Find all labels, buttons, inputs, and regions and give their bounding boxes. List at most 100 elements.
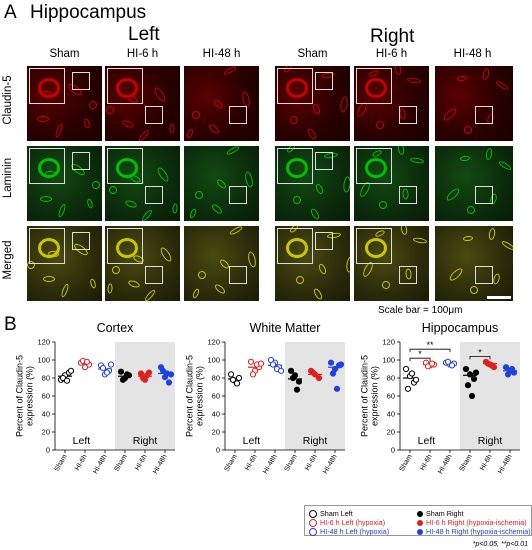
y-axis-label: Percent of Claudin-5expression (%) bbox=[359, 355, 379, 437]
vessel bbox=[500, 239, 513, 252]
data-point bbox=[103, 369, 111, 376]
data-point bbox=[408, 370, 416, 377]
data-point bbox=[333, 385, 341, 392]
y-tick-label: 20 bbox=[42, 428, 50, 437]
zoom-box bbox=[399, 186, 417, 204]
zoom-box bbox=[315, 232, 333, 250]
micrograph-laminin bbox=[184, 146, 259, 221]
vessel bbox=[374, 119, 386, 131]
y-tick-label: 60 bbox=[387, 392, 395, 401]
y-tick-label: 20 bbox=[387, 428, 395, 437]
micrograph-claudin bbox=[27, 66, 102, 141]
data-point bbox=[247, 358, 255, 365]
data-point bbox=[448, 362, 456, 369]
x-tick-label: HI-6h bbox=[74, 453, 89, 471]
vessel bbox=[121, 119, 135, 129]
data-point bbox=[233, 380, 241, 387]
micrograph-merged bbox=[184, 226, 259, 301]
vessel bbox=[317, 262, 328, 276]
x-tick-label: Sham bbox=[459, 453, 474, 472]
condition-label: HI-6 h bbox=[375, 48, 408, 60]
group-label-left: Left bbox=[243, 435, 261, 447]
micrograph-laminin bbox=[27, 146, 102, 221]
y-tick-label: 0 bbox=[391, 446, 395, 455]
vessel bbox=[286, 158, 308, 178]
vessel bbox=[246, 250, 258, 269]
y-tick-label: 20 bbox=[212, 428, 220, 437]
x-tick-label: HI-48h bbox=[92, 453, 109, 475]
y-tick-label: 120 bbox=[37, 338, 50, 347]
vessel bbox=[116, 158, 138, 178]
data-point bbox=[165, 379, 173, 386]
vessel bbox=[406, 76, 422, 85]
panel-a-title: Hippocampus bbox=[30, 2, 147, 23]
left-hemisphere-label: Left bbox=[128, 24, 160, 45]
vessel bbox=[37, 116, 49, 122]
data-point bbox=[315, 374, 323, 382]
y-tick-label: 40 bbox=[42, 410, 50, 419]
vessel bbox=[40, 196, 52, 202]
data-point bbox=[289, 374, 297, 382]
vessel bbox=[127, 279, 141, 289]
legend-item: HI-6 h Left (hypoxia) bbox=[309, 518, 385, 528]
right-hemisphere-label: Right bbox=[370, 26, 415, 47]
legend: Sham Left Sham Right HI-6 h Left (hypoxi… bbox=[304, 505, 532, 537]
y-tick-label: 0 bbox=[216, 446, 220, 455]
inset-frame bbox=[356, 68, 392, 104]
vessel bbox=[225, 146, 241, 157]
legend-item: HI-48 h Left (hypoxia) bbox=[309, 527, 389, 537]
data-point bbox=[329, 370, 337, 377]
data-point bbox=[235, 374, 243, 382]
vessel bbox=[38, 238, 60, 258]
x-tick-label: HI-48h bbox=[437, 453, 454, 475]
x-tick-label: HI-6h bbox=[244, 453, 259, 471]
vessel bbox=[215, 177, 228, 191]
zoom-box bbox=[475, 266, 493, 284]
vessel bbox=[365, 158, 387, 178]
micrograph-laminin bbox=[275, 146, 350, 221]
y-tick-label: 40 bbox=[387, 410, 395, 419]
inset-frame bbox=[277, 148, 313, 184]
vessel bbox=[86, 198, 94, 209]
micrograph-claudin bbox=[275, 66, 350, 141]
x-tick-label: Sham bbox=[284, 453, 299, 472]
vessel bbox=[397, 146, 405, 156]
chart-title: Hippocampus bbox=[422, 321, 498, 335]
vessel bbox=[345, 256, 350, 273]
vessel bbox=[137, 128, 151, 141]
vessel bbox=[54, 123, 64, 138]
data-point bbox=[402, 365, 410, 373]
vessel bbox=[38, 158, 60, 178]
vessel bbox=[314, 182, 325, 196]
data-point bbox=[466, 371, 474, 378]
micrograph-claudin bbox=[435, 66, 513, 141]
data-point bbox=[83, 358, 91, 365]
vessel bbox=[169, 123, 175, 134]
legend-label: Sham Left bbox=[320, 509, 353, 518]
vessel bbox=[412, 236, 428, 245]
y-axis-label-line: expression (%) bbox=[25, 366, 35, 426]
data-point bbox=[227, 371, 235, 378]
scale-bar-label: Scale bar = 100μm bbox=[378, 305, 463, 316]
inset-frame bbox=[356, 228, 392, 264]
vessel bbox=[492, 272, 501, 286]
y-tick-label: 100 bbox=[37, 356, 50, 365]
vessel bbox=[191, 287, 201, 300]
row-label-merged: Merged bbox=[2, 240, 14, 280]
data-point bbox=[472, 369, 480, 376]
vessel bbox=[441, 106, 459, 123]
vessel bbox=[394, 66, 402, 76]
vessel bbox=[43, 276, 55, 282]
zoom-box bbox=[475, 106, 493, 124]
legend-item: HI-48 h Right (hypoxia-ischemia) bbox=[417, 527, 531, 536]
micrograph-claudin bbox=[105, 66, 180, 141]
x-tick-label: HI-48h bbox=[152, 453, 169, 475]
legend-item: HI-6 h Right (hypoxia-ischemia) bbox=[417, 518, 527, 527]
zoom-box bbox=[315, 72, 333, 90]
y-axis-label-line: Percent of Claudin-5 bbox=[184, 355, 194, 437]
data-point bbox=[404, 385, 412, 392]
scale-bar bbox=[487, 296, 511, 299]
micrograph-merged bbox=[354, 226, 429, 301]
vessel bbox=[143, 288, 157, 301]
